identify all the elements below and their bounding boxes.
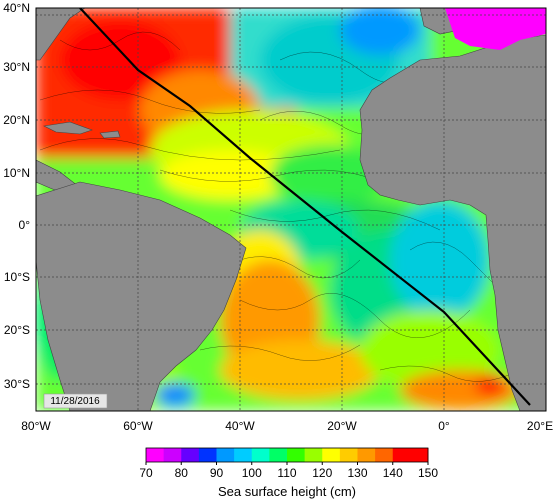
colorbar-segment	[163, 448, 182, 462]
colorbar-segment	[410, 448, 429, 462]
africa-land	[359, 34, 546, 411]
lat-tick-label: 20°S	[4, 323, 30, 337]
colorbar-segment	[322, 448, 341, 462]
lon-tick-label: 0°	[438, 419, 450, 433]
colorbar-tick-label: 100	[242, 466, 262, 480]
lat-tick-label: 10°N	[3, 166, 30, 180]
map-plot-area: 11/28/2016	[36, 8, 546, 411]
lon-tick-label: 80°W	[21, 419, 51, 433]
longitude-axis: 80°W 60°W 40°W 20°W 0° 20°E	[21, 419, 553, 433]
lat-tick-label: 30°S	[4, 377, 30, 391]
colorbar-segment	[216, 448, 235, 462]
colorbar-segment	[234, 448, 253, 462]
colorbar-tick-label: 110	[277, 466, 296, 480]
lat-tick-label: 30°N	[3, 60, 30, 74]
colorbar-tick-label: 130	[347, 466, 367, 480]
colorbar-segment	[251, 448, 270, 462]
colorbar-tick-label: 80	[175, 466, 189, 480]
colorbar-tick-label: 140	[383, 466, 403, 480]
cuba-land	[43, 121, 93, 135]
colorbar-segment	[181, 448, 200, 462]
colorbar-segment	[392, 448, 411, 462]
contour-lines	[39, 31, 521, 382]
map-frame	[35, 7, 547, 412]
colorbar-segment	[269, 448, 288, 462]
lon-tick-label: 60°W	[123, 419, 153, 433]
lat-tick-label: 0°	[19, 218, 31, 232]
date-box: 11/28/2016	[43, 393, 108, 409]
colorbar-ticks: 70 80 90 100 110 120 130 140 150	[139, 462, 438, 480]
colorbar-tick-label: 70	[139, 466, 153, 480]
hispaniola-land	[99, 130, 121, 139]
lon-tick-label: 40°W	[225, 419, 255, 433]
lat-tick-label: 40°N	[3, 1, 30, 15]
colorbar-segment	[198, 448, 217, 462]
lon-tick-label: 20°W	[327, 419, 357, 433]
colorbar-segment	[375, 448, 394, 462]
date-label: 11/28/2016	[50, 396, 100, 407]
lat-tick-label: 10°S	[4, 270, 30, 284]
lon-tick-label: 20°E	[527, 419, 553, 433]
colorbar-segments	[146, 448, 429, 462]
colorbar-segment	[357, 448, 376, 462]
colorbar-tick-label: 120	[312, 466, 332, 480]
colorbar-tick-label: 90	[210, 466, 224, 480]
colorbar-segment	[287, 448, 306, 462]
colorbar-title: Sea surface height (cm)	[218, 484, 356, 499]
colorbar: 70 80 90 100 110 120 130 140 150 Sea surface hei…	[139, 447, 438, 499]
colorbar-tick-label: 150	[418, 466, 438, 480]
colorbar-segment	[146, 448, 165, 462]
ship-track-line	[79, 8, 531, 406]
grid-lines	[36, 8, 546, 411]
colorbar-segment	[339, 448, 358, 462]
colorbar-segment	[304, 448, 323, 462]
south-america-land	[36, 181, 247, 411]
north-america-land	[36, 8, 86, 61]
lat-tick-label: 20°N	[3, 113, 30, 127]
latitude-axis: 40°N 30°N 20°N 10°N 0° 10°S 20°S 30°S	[3, 1, 30, 391]
mediterranean-sea	[445, 8, 546, 50]
